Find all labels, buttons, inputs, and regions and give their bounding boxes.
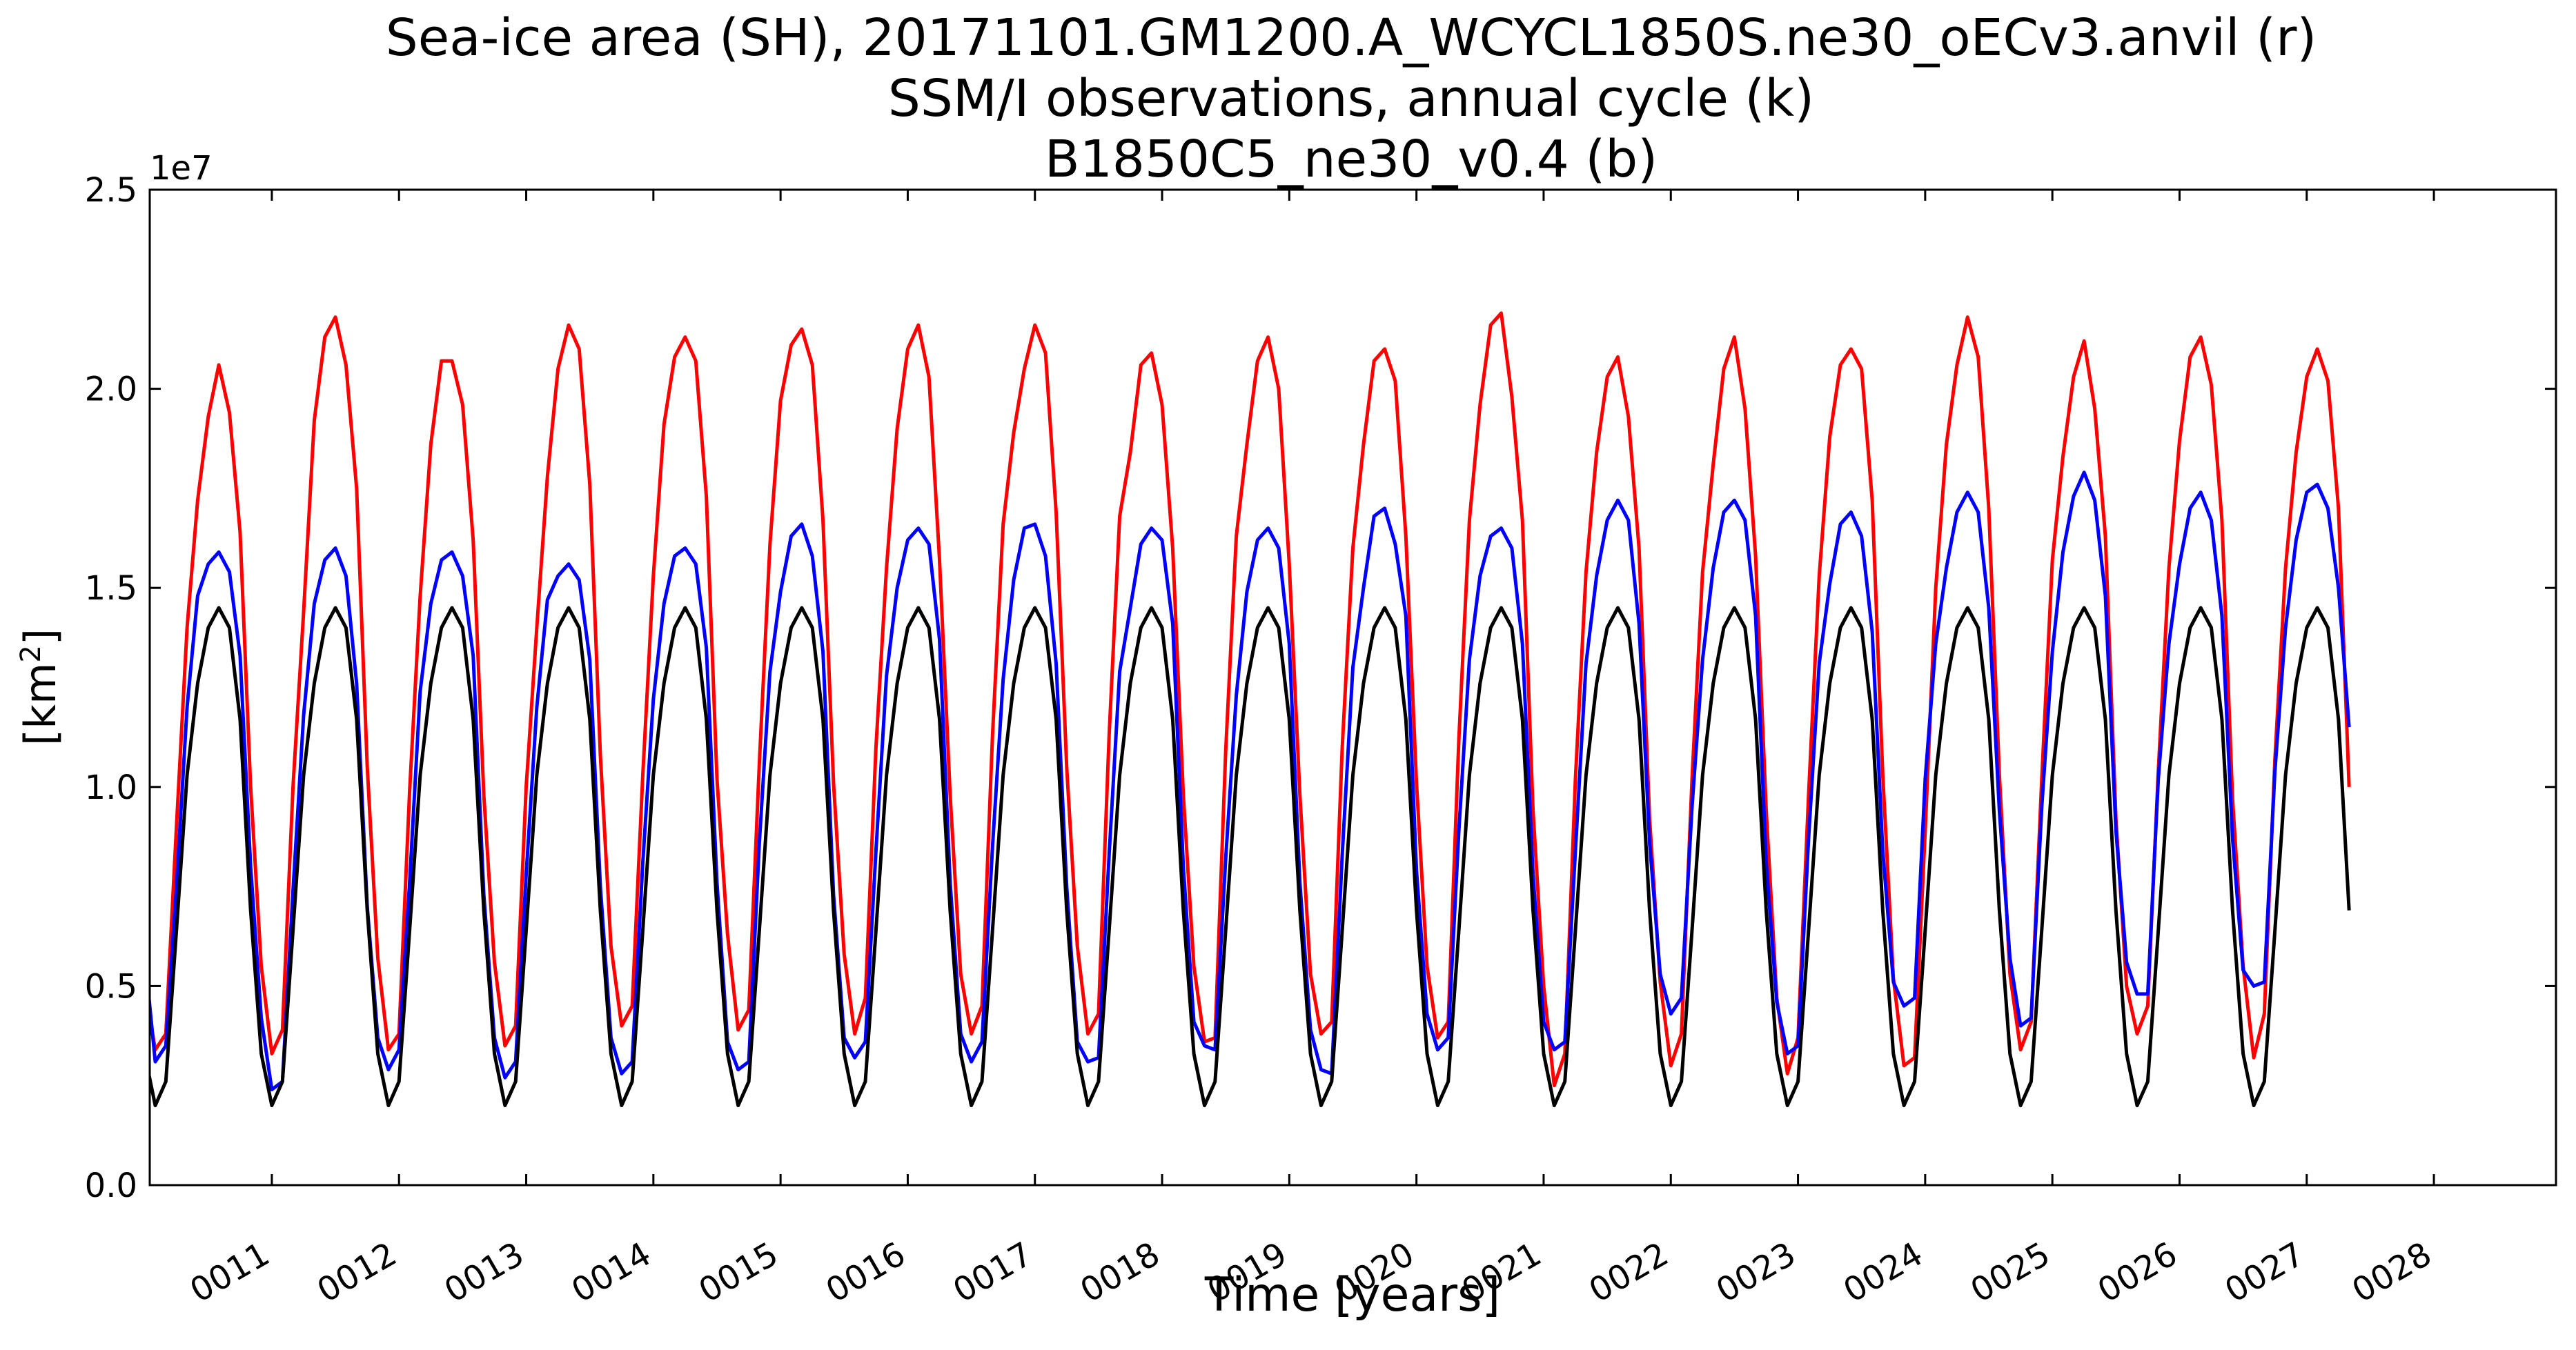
plot-frame [148, 188, 2557, 1187]
y-tick-label: 0.0 [85, 1167, 137, 1205]
title-line-3: B1850C5_ne30_v0.4 (b) [1045, 130, 1658, 189]
y-tick-label: 2.5 [85, 171, 137, 210]
series-layer [150, 311, 2351, 1108]
y-tick-label: 0.5 [85, 967, 137, 1006]
y-axis-label: [km2] [15, 628, 66, 746]
chart-title: Sea-ice area (SH), 20171101.GM1200.A_WCY… [386, 8, 2317, 189]
x-axis-label: Time [years] [1204, 1268, 1500, 1322]
series-line [150, 606, 2351, 1108]
y-axis-label-superscript: 2 [15, 645, 47, 662]
y-offset-label: 1e7 [150, 149, 213, 188]
title-line-2: SSM/I observations, annual cycle (k) [888, 69, 1814, 128]
y-axis-label-base: [km [15, 663, 66, 746]
series-line [150, 311, 2351, 1088]
y-axis-label-end: ] [15, 628, 66, 645]
y-axis-ticks: 0.0 0.5 1.0 1.5 2.0 2.5 [85, 171, 2556, 1205]
title-line-1: Sea-ice area (SH), 20171101.GM1200.A_WCY… [386, 8, 2317, 68]
x-axis-ticks: 0011 0012 0013 0014 0015 0016 0017 0018 0019 0020… [184, 190, 2438, 1310]
y-tick-label: 2.0 [85, 370, 137, 409]
y-tick-label: 1.0 [85, 768, 137, 807]
series-line [150, 470, 2351, 1091]
y-tick-label: 1.5 [85, 569, 137, 608]
plot-area [150, 311, 2351, 1108]
